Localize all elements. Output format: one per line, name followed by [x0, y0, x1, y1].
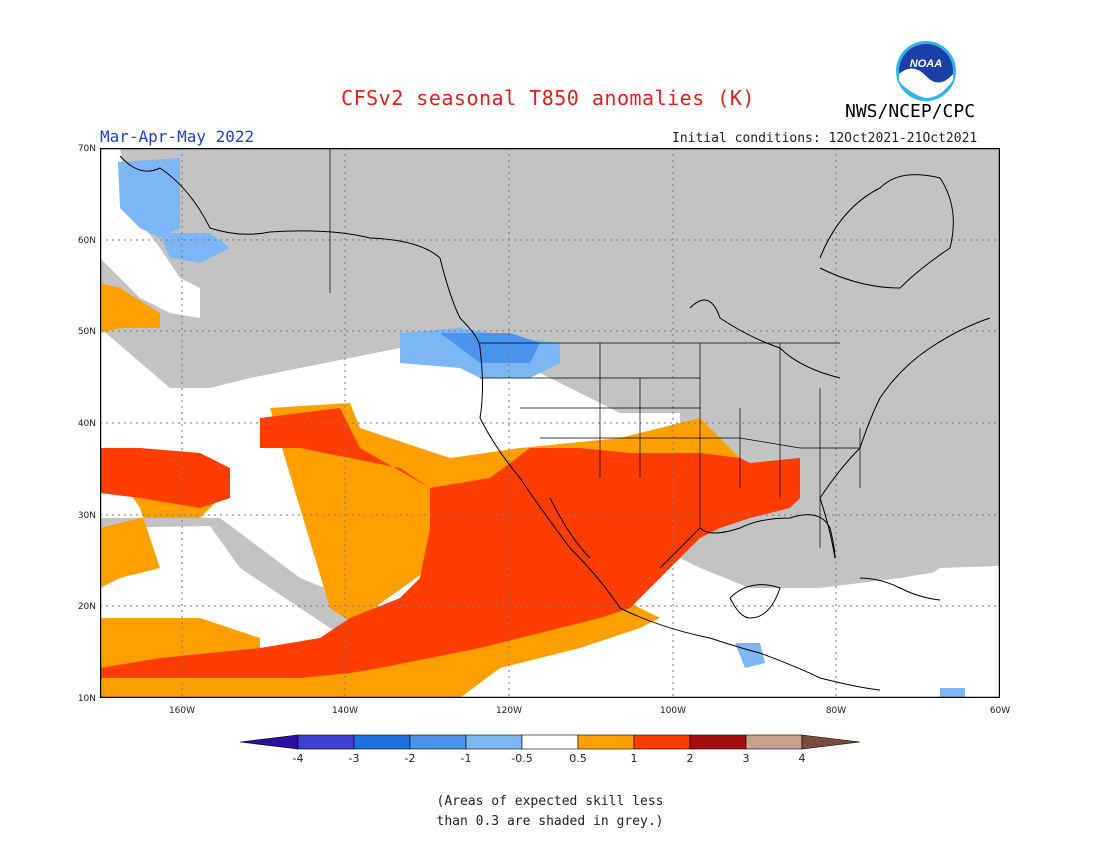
lat-label-70n: 70N	[77, 144, 96, 154]
scale-cell	[297, 734, 355, 750]
scale-label-05: 0.5	[569, 752, 587, 765]
cool-anomaly-regions	[118, 158, 965, 698]
lat-label-30n: 30N	[77, 511, 96, 521]
scale-cell	[353, 734, 411, 750]
scale-label-neg1: -1	[460, 752, 472, 765]
lat-label-50n: 50N	[77, 327, 96, 337]
scale-label-neg4: -4	[292, 752, 304, 765]
scale-cell	[633, 734, 691, 750]
scale-label-1: 1	[630, 752, 638, 765]
state-borders	[329, 148, 861, 548]
scale-label-neg2: -2	[404, 752, 416, 765]
agency-label: NWS/NCEP/CPC	[845, 101, 976, 122]
footnote-line-2: than 0.3 are shaded in grey.)	[436, 814, 664, 829]
scale-cell	[689, 734, 747, 750]
lon-label-140w: 140W	[331, 706, 359, 716]
scale-label-2: 2	[686, 752, 694, 765]
scale-cell-above-max	[801, 734, 860, 750]
scale-cell	[521, 734, 579, 750]
lon-label-120w: 120W	[495, 706, 523, 716]
scale-label-neg3: -3	[348, 752, 360, 765]
initial-conditions-label: Initial conditions: 12Oct2021-21Oct2021	[672, 131, 978, 146]
graticule	[100, 148, 1000, 698]
skill-footnote: (Areas of expected skill less than 0.3 a…	[0, 792, 1100, 832]
scale-cell	[465, 734, 523, 750]
coastlines	[119, 155, 991, 691]
footnote-line-1: (Areas of expected skill less	[436, 794, 664, 809]
lon-label-60w: 60W	[989, 706, 1011, 716]
scale-cell	[577, 734, 635, 750]
lat-label-60n: 60N	[77, 236, 96, 246]
svg-text:NOAA: NOAA	[910, 58, 942, 70]
anomaly-map	[100, 148, 1000, 698]
season-label: Mar-Apr-May 2022	[100, 127, 255, 146]
lon-label-100w: 100W	[659, 706, 687, 716]
scale-cell	[409, 734, 467, 750]
lon-label-80w: 80W	[825, 706, 847, 716]
scale-cell-below-min	[240, 734, 299, 750]
lat-label-40n: 40N	[77, 419, 96, 429]
warm-red-regions	[100, 408, 800, 678]
scale-label-3: 3	[742, 752, 750, 765]
scale-label-neg05: -0.5	[511, 752, 533, 765]
lon-label-160w: 160W	[168, 706, 196, 716]
lat-label-10n: 10N	[77, 694, 96, 704]
noaa-logo-icon: NOAA	[896, 41, 956, 101]
lat-label-20n: 20N	[77, 602, 96, 612]
scale-label-4: 4	[798, 752, 806, 765]
map-title: CFSv2 seasonal T850 anomalies (K)	[341, 86, 755, 110]
scale-cell	[745, 734, 803, 750]
color-scale-bar	[240, 734, 860, 750]
